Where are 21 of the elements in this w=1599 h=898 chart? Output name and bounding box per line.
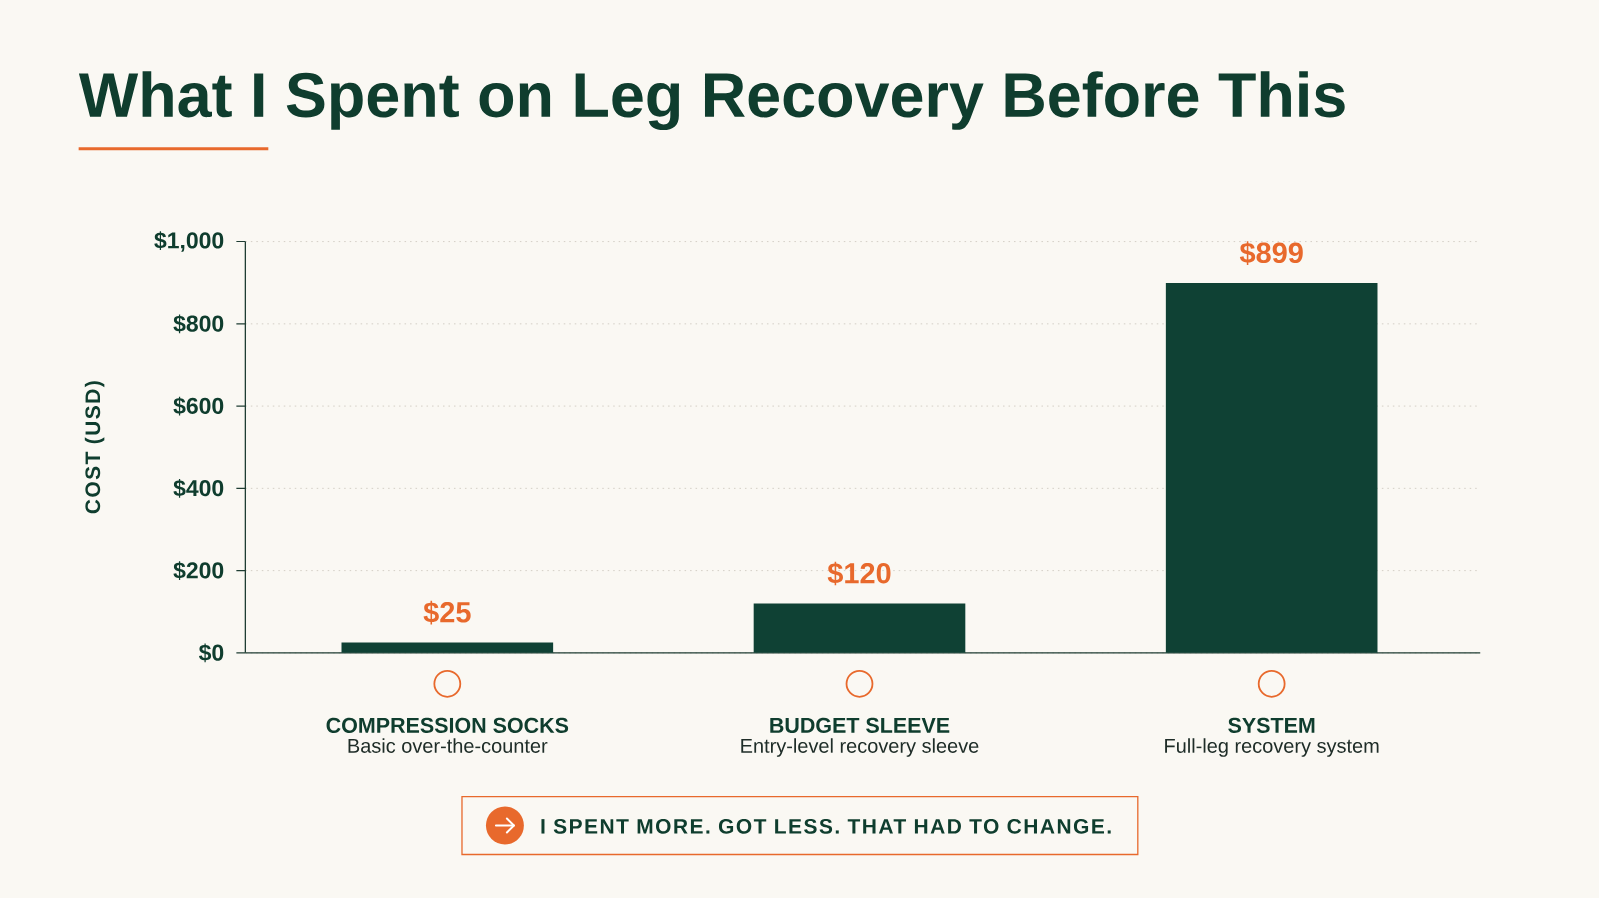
x-tick-label: COMPRESSION SOCKS — [326, 717, 569, 733]
y-tick-label: $200 — [173, 561, 224, 580]
text: Full-leg recovery system — [1165, 738, 1379, 757]
text: Entry-level recovery sleeve — [741, 738, 979, 757]
y-axis-title: COST (USD) — [84, 381, 105, 514]
text: I SPENT MORE. GOT LESS. THAT HAD TO CHANGE. — [541, 818, 1111, 834]
data-label: $120 — [827, 561, 891, 586]
chart-title: What I Spent on Leg Recovery Before This — [78, 70, 1345, 130]
bar — [1165, 282, 1378, 653]
bar — [341, 642, 554, 653]
x-tick-label: SYSTEM — [1228, 717, 1315, 733]
text: Basic over-the-counter — [348, 738, 548, 753]
x-tick-label: BUDGET SLEEVE — [770, 717, 950, 733]
y-tick-label: $0 — [198, 643, 224, 663]
bar — [753, 603, 966, 653]
y-tick-label: $800 — [173, 314, 224, 333]
y-tick-label: $1,000 — [154, 231, 224, 252]
y-tick-label: $400 — [173, 478, 224, 498]
data-label: $25 — [423, 600, 471, 625]
data-label: $899 — [1239, 241, 1303, 265]
y-tick-label: $600 — [173, 396, 224, 416]
